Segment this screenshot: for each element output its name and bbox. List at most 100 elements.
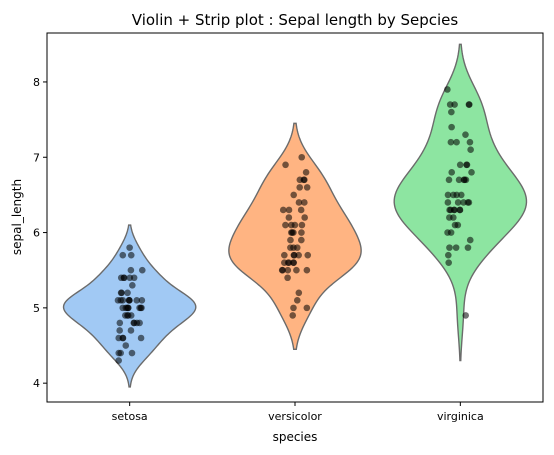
strip-point-setosa	[114, 297, 122, 304]
x-axis: setosa versicolor virginica	[112, 402, 484, 423]
y-tick-label: 7	[33, 151, 40, 164]
strip-point-setosa	[125, 297, 133, 304]
strip-point-versicolor	[295, 289, 303, 297]
strip-point-setosa	[117, 289, 125, 297]
strip-point-versicolor	[285, 206, 293, 214]
strip-point-setosa	[130, 274, 138, 282]
strip-point-versicolor	[282, 221, 289, 229]
strip-point-virginica	[446, 244, 453, 251]
strip-point-setosa	[130, 319, 138, 327]
strip-point-setosa	[119, 251, 127, 259]
strip-point-virginica	[456, 161, 464, 169]
strip-point-setosa	[116, 327, 123, 334]
strip-point-virginica	[444, 229, 451, 236]
strip-point-versicolor	[278, 266, 286, 274]
strip-point-setosa	[122, 342, 130, 349]
strip-point-virginica	[454, 221, 462, 229]
strip-point-setosa	[121, 312, 129, 319]
strip-point-virginica	[460, 199, 467, 206]
y-axis: 4 5 6 7 8	[33, 76, 47, 390]
strip-point-versicolor	[290, 191, 298, 199]
strip-point-virginica	[466, 138, 474, 146]
strip-point-virginica	[463, 161, 470, 169]
strip-point-setosa	[138, 266, 146, 274]
strip-point-versicolor	[289, 312, 297, 319]
strip-point-virginica	[458, 191, 465, 199]
strip-point-versicolor	[282, 161, 289, 169]
strip-point-virginica	[460, 176, 468, 184]
strip-point-versicolor	[303, 266, 311, 274]
strip-point-virginica	[456, 206, 464, 214]
y-tick-label: 5	[33, 302, 40, 315]
strip-point-setosa	[127, 327, 135, 334]
strip-point-versicolor	[285, 259, 293, 266]
strip-point-virginica	[446, 206, 453, 214]
strip-point-virginica	[445, 251, 452, 259]
strip-point-versicolor	[288, 221, 295, 229]
strip-point-versicolor	[297, 206, 305, 214]
strip-point-setosa	[137, 334, 145, 342]
strip-point-virginica	[453, 191, 460, 199]
strip-point-setosa	[133, 297, 141, 304]
chart-title: Violin + Strip plot : Sepal length by Se…	[132, 11, 459, 29]
y-tick-label: 8	[33, 76, 40, 89]
strip-point-versicolor	[303, 184, 311, 191]
strip-point-setosa	[119, 297, 127, 304]
strip-point-virginica	[448, 108, 455, 116]
strip-point-virginica	[453, 138, 460, 146]
strip-point-versicolor	[284, 274, 291, 282]
strip-point-virginica	[446, 214, 453, 221]
strip-point-setosa	[127, 251, 135, 259]
strip-point-versicolor	[296, 184, 304, 191]
x-tick-label: setosa	[112, 410, 148, 423]
x-tick-label: versicolor	[268, 410, 322, 423]
strip-point-virginica	[447, 138, 455, 146]
strip-point-virginica	[465, 101, 473, 108]
strip-point-setosa	[119, 334, 127, 342]
strip-point-virginica	[452, 244, 460, 251]
strip-point-setosa	[115, 357, 122, 364]
violin-versicolor	[228, 122, 362, 350]
strip-point-versicolor	[298, 236, 305, 244]
strip-point-versicolor	[293, 297, 301, 304]
strip-point-virginica	[444, 191, 452, 199]
strip-point-setosa	[115, 349, 123, 357]
strip-point-versicolor	[295, 199, 303, 206]
strip-point-virginica	[451, 206, 458, 214]
y-axis-label: sepal_length	[10, 179, 24, 255]
strip-point-setosa	[126, 244, 133, 251]
strip-point-virginica	[455, 176, 463, 184]
strip-point-virginica	[446, 101, 454, 108]
strip-point-setosa	[138, 297, 146, 304]
strip-point-versicolor	[296, 176, 304, 184]
x-axis-label: species	[273, 430, 318, 444]
strip-point-setosa	[116, 319, 124, 327]
strip-point-versicolor	[290, 259, 298, 266]
strip-point-virginica	[445, 259, 452, 266]
strip-point-virginica	[444, 199, 452, 206]
x-tick-label: virginica	[437, 410, 484, 423]
strip-point-setosa	[128, 349, 136, 357]
strip-point-virginica	[467, 146, 474, 154]
strip-point-virginica	[464, 244, 472, 251]
strip-point-setosa	[123, 304, 131, 312]
strip-point-versicolor	[287, 236, 294, 244]
strip-point-versicolor	[290, 304, 297, 312]
strip-point-versicolor	[293, 244, 301, 251]
strip-point-setosa	[136, 319, 143, 327]
strip-point-virginica	[462, 312, 470, 319]
strip-point-setosa	[129, 281, 136, 289]
strip-point-versicolor	[290, 251, 298, 259]
strip-point-versicolor	[279, 206, 287, 214]
strip-point-virginica	[448, 169, 456, 176]
strip-point-virginica	[462, 131, 469, 138]
strip-point-versicolor	[293, 266, 300, 274]
strip-point-virginica	[445, 176, 453, 184]
strip-point-versicolor	[301, 199, 308, 206]
strip-point-virginica	[444, 86, 451, 93]
strip-point-virginica	[466, 236, 474, 244]
strip-point-versicolor	[298, 153, 306, 161]
strip-point-virginica	[454, 199, 462, 206]
strip-point-versicolor	[298, 229, 305, 236]
